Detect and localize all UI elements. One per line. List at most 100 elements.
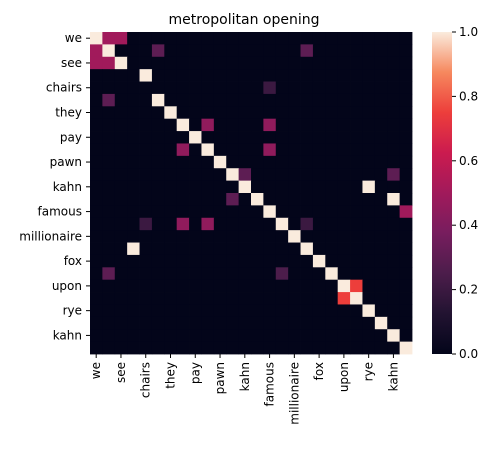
heatmap-cell bbox=[338, 82, 351, 95]
heatmap-cell bbox=[214, 342, 227, 355]
heatmap-cell bbox=[263, 82, 276, 95]
heatmap-cell bbox=[362, 230, 375, 243]
heatmap-cell bbox=[301, 292, 314, 305]
heatmap-cell bbox=[127, 143, 140, 156]
heatmap-cell bbox=[152, 143, 165, 156]
heatmap-cell bbox=[226, 69, 239, 82]
heatmap-cell bbox=[214, 230, 227, 243]
heatmap-cell bbox=[288, 280, 301, 293]
heatmap-cell bbox=[400, 317, 413, 330]
heatmap-cell bbox=[338, 94, 351, 107]
heatmap-cell bbox=[313, 94, 326, 107]
heatmap-cell bbox=[226, 82, 239, 95]
heatmap-cell bbox=[201, 168, 214, 181]
heatmap-cell bbox=[387, 317, 400, 330]
heatmap-cell bbox=[140, 304, 153, 317]
heatmap-cell bbox=[325, 94, 338, 107]
heatmap-cell bbox=[164, 255, 177, 268]
heatmap-cell bbox=[387, 119, 400, 132]
heatmap-cell bbox=[288, 317, 301, 330]
heatmap-cell bbox=[301, 143, 314, 156]
heatmap-cell bbox=[325, 193, 338, 206]
heatmap-cell bbox=[301, 181, 314, 194]
heatmap-cell bbox=[152, 304, 165, 317]
heatmap-cell bbox=[189, 82, 202, 95]
heatmap-cell bbox=[140, 255, 153, 268]
heatmap-cell bbox=[400, 57, 413, 70]
heatmap-cell bbox=[164, 267, 177, 280]
heatmap-cell bbox=[90, 230, 103, 243]
heatmap-cell bbox=[214, 317, 227, 330]
heatmap-cell bbox=[362, 317, 375, 330]
heatmap-cell bbox=[164, 218, 177, 231]
colorbar-ticks: 0.0 0.2 0.4 0.6 0.8 1.0 bbox=[452, 25, 478, 361]
heatmap-cell bbox=[313, 131, 326, 144]
heatmap-cell bbox=[400, 119, 413, 132]
heatmap-cell bbox=[276, 32, 289, 45]
heatmap-cell bbox=[313, 181, 326, 194]
heatmap-cell bbox=[164, 119, 177, 132]
heatmap-cell bbox=[313, 304, 326, 317]
colorbar-gradient bbox=[432, 32, 452, 354]
heatmap-cell bbox=[251, 218, 264, 231]
heatmap-cell bbox=[164, 292, 177, 305]
heatmap-cell bbox=[127, 205, 140, 218]
heatmap-cell bbox=[375, 106, 388, 119]
heatmap-cell bbox=[387, 32, 400, 45]
heatmap-cell bbox=[251, 230, 264, 243]
x-tick-label: famous bbox=[263, 362, 277, 406]
heatmap-cell bbox=[127, 69, 140, 82]
heatmap-cell bbox=[115, 143, 128, 156]
heatmap-cell bbox=[362, 218, 375, 231]
heatmap-cell bbox=[226, 292, 239, 305]
heatmap-cell bbox=[201, 119, 214, 132]
heatmap-cell bbox=[164, 32, 177, 45]
heatmap-cell bbox=[177, 218, 190, 231]
heatmap-cell bbox=[313, 168, 326, 181]
heatmap-cell bbox=[362, 44, 375, 57]
heatmap-cell bbox=[102, 255, 115, 268]
heatmap-cell bbox=[152, 69, 165, 82]
heatmap-cell bbox=[325, 317, 338, 330]
heatmap-cell bbox=[325, 32, 338, 45]
heatmap-cell bbox=[201, 44, 214, 57]
heatmap-cell bbox=[177, 94, 190, 107]
heatmap-cell bbox=[115, 181, 128, 194]
heatmap-cell bbox=[140, 218, 153, 231]
heatmap-cell bbox=[288, 193, 301, 206]
heatmap-cell bbox=[276, 143, 289, 156]
heatmap-cell bbox=[226, 218, 239, 231]
heatmap-cell bbox=[387, 69, 400, 82]
heatmap-cell bbox=[387, 57, 400, 70]
heatmap-cell bbox=[115, 131, 128, 144]
heatmap-cell bbox=[127, 230, 140, 243]
y-tick-label: see bbox=[61, 56, 82, 70]
heatmap-cell bbox=[226, 193, 239, 206]
heatmap-cell bbox=[313, 292, 326, 305]
heatmap-cell bbox=[288, 82, 301, 95]
heatmap-cell bbox=[301, 342, 314, 355]
heatmap-cell bbox=[102, 181, 115, 194]
heatmap-cell bbox=[226, 342, 239, 355]
heatmap-cell bbox=[263, 106, 276, 119]
heatmap-cell bbox=[263, 267, 276, 280]
heatmap-cell bbox=[387, 267, 400, 280]
heatmap-cell bbox=[375, 44, 388, 57]
heatmap-cell bbox=[239, 267, 252, 280]
heatmap-cell bbox=[325, 230, 338, 243]
heatmap-cell bbox=[251, 168, 264, 181]
heatmap-cell bbox=[164, 205, 177, 218]
heatmap-cell bbox=[301, 218, 314, 231]
heatmap-cell bbox=[251, 329, 264, 342]
heatmap-cell bbox=[189, 156, 202, 169]
heatmap-cell bbox=[90, 205, 103, 218]
heatmap-cell bbox=[164, 143, 177, 156]
heatmap-cell bbox=[338, 317, 351, 330]
heatmap-cell bbox=[90, 57, 103, 70]
heatmap-cell bbox=[177, 329, 190, 342]
colorbar-tick-label: 0.2 bbox=[459, 283, 478, 297]
heatmap-cell bbox=[251, 57, 264, 70]
heatmap-cell bbox=[127, 317, 140, 330]
heatmap-cell bbox=[177, 255, 190, 268]
heatmap-cell bbox=[214, 94, 227, 107]
